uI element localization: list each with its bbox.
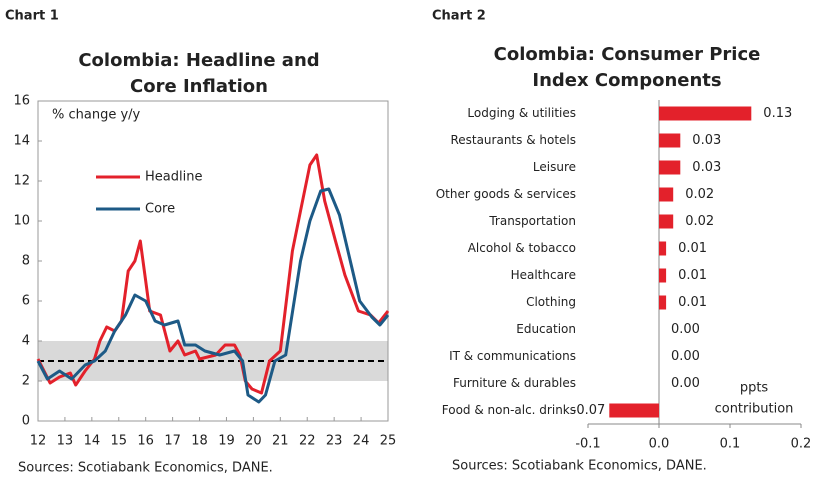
- category-label: Leisure: [533, 160, 576, 174]
- x-tick-label: 0.1: [720, 437, 741, 452]
- value-label: 0.02: [685, 214, 714, 229]
- x-tick-label: 23: [326, 434, 343, 449]
- category-label: Lodging & utilities: [467, 106, 576, 120]
- x-axis-label: ppts: [740, 381, 769, 396]
- category-label: Food & non-alc. drinks: [442, 403, 576, 417]
- bar: [659, 214, 674, 229]
- value-label: -0.07: [572, 403, 606, 418]
- y-tick-label: 10: [13, 214, 30, 229]
- y-tick-label: 14: [13, 134, 30, 149]
- bar: [659, 187, 674, 202]
- y-tick-label: 2: [22, 374, 30, 389]
- value-label: 0.03: [692, 160, 721, 175]
- bar: [659, 268, 667, 283]
- chart-title: Index Components: [532, 70, 721, 91]
- x-tick-label: 22: [299, 434, 316, 449]
- x-tick-label: 0.2: [791, 437, 812, 452]
- value-label: 0.00: [671, 349, 700, 364]
- y-tick-label: 12: [13, 174, 30, 189]
- y-tick-label: 4: [22, 334, 30, 349]
- bar: [659, 241, 667, 256]
- chart-title: Colombia: Consumer Price: [494, 44, 761, 65]
- x-tick-label: 16: [137, 434, 154, 449]
- category-label: Education: [516, 322, 576, 336]
- value-label: 0.02: [685, 187, 714, 202]
- x-tick-label: 19: [218, 434, 235, 449]
- x-tick-label: 0.0: [649, 437, 670, 452]
- value-label: 0.00: [671, 322, 700, 337]
- y-tick-label: 16: [13, 94, 30, 109]
- series-line: [36, 153, 390, 395]
- x-tick-label: 18: [191, 434, 208, 449]
- value-label: 0.01: [678, 241, 707, 256]
- legend-label: Core: [145, 202, 175, 217]
- x-tick-label: 12: [30, 434, 47, 449]
- value-label: 0.01: [678, 295, 707, 310]
- x-tick-label: 14: [84, 434, 101, 449]
- x-tick-label: 21: [272, 434, 289, 449]
- category-label: Restaurants & hotels: [450, 133, 576, 147]
- x-axis-label: contribution: [715, 402, 794, 417]
- value-label: 0.13: [763, 106, 792, 121]
- x-tick-label: -0.1: [575, 437, 600, 452]
- y-tick-label: 0: [22, 414, 30, 429]
- chart-label: Chart 2: [432, 9, 486, 24]
- source: Sources: Scotiabank Economics, DANE.: [18, 461, 273, 476]
- chart-title: Colombia: Headline and: [78, 50, 319, 71]
- bar: [659, 106, 752, 121]
- category-label: Healthcare: [511, 268, 576, 282]
- bar: [659, 295, 667, 310]
- bar: [659, 133, 681, 148]
- y-tick-label: 6: [22, 294, 30, 309]
- bar: [609, 403, 659, 418]
- source: Sources: Scotiabank Economics, DANE.: [452, 459, 707, 474]
- series-line: [36, 187, 390, 404]
- category-label: Transportation: [488, 214, 576, 228]
- legend-label: Headline: [145, 170, 202, 185]
- x-tick-label: 13: [57, 434, 74, 449]
- bar: [659, 160, 681, 175]
- value-label: 0.01: [678, 268, 707, 283]
- category-label: Clothing: [526, 295, 576, 309]
- value-label: 0.03: [692, 133, 721, 148]
- y-axis-label: % change y/y: [52, 108, 141, 123]
- x-tick-label: 20: [245, 434, 262, 449]
- chart-label: Chart 1: [5, 9, 59, 24]
- category-label: Other goods & services: [436, 187, 576, 201]
- category-label: Furniture & durables: [453, 376, 576, 390]
- y-tick-label: 8: [22, 254, 30, 269]
- x-tick-label: 15: [110, 434, 127, 449]
- value-label: 0.00: [671, 376, 700, 391]
- category-label: Alcohol & tobacco: [468, 241, 576, 255]
- x-tick-label: 24: [353, 434, 370, 449]
- x-tick-label: 17: [164, 434, 181, 449]
- x-tick-label: 25: [380, 434, 397, 449]
- category-label: IT & communications: [449, 349, 576, 363]
- chart-title: Core Inflation: [130, 76, 268, 97]
